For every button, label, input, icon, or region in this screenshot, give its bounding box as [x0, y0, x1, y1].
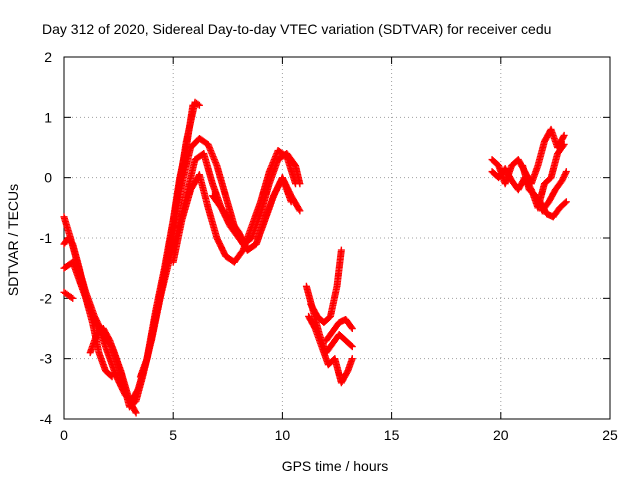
y-tick-label: -1 [40, 230, 53, 246]
data-point [561, 199, 569, 207]
data-point [287, 198, 295, 206]
series-pass-9 [209, 174, 295, 254]
data-point [292, 180, 300, 188]
data-point [347, 323, 355, 331]
series-pass-12 [307, 246, 345, 326]
data-point [562, 168, 570, 176]
x-tick-label: 15 [384, 427, 400, 443]
y-tick-label: -4 [40, 411, 53, 427]
series-pass-8 [169, 147, 300, 266]
y-tick-label: 2 [44, 49, 52, 65]
data-point [194, 100, 202, 108]
y-tick-label: 1 [44, 109, 52, 125]
data-point [559, 142, 567, 150]
x-tick-label: 20 [493, 427, 509, 443]
chart-title: Day 312 of 2020, Sidereal Day-to-day VTE… [42, 21, 551, 37]
y-tick-label: -3 [40, 351, 53, 367]
x-axis-label: GPS time / hours [282, 458, 389, 474]
data-points [60, 98, 570, 417]
series-pass-11 [305, 312, 356, 387]
data-point [348, 355, 356, 363]
y-axis-label: SDTVAR / TECUs [5, 184, 21, 296]
data-point [562, 198, 570, 206]
data-point [347, 342, 355, 350]
axis-ticks: 0 5 10 15 20 25 -4 -3 -2 -1 0 1 2 [40, 49, 618, 443]
data-point [560, 131, 568, 139]
data-point [69, 294, 77, 302]
series-pass-3 [60, 288, 77, 302]
data-point [132, 409, 140, 417]
data-point [559, 133, 567, 141]
x-tick-label: 10 [275, 427, 291, 443]
series-pass-17 [536, 198, 570, 221]
data-point [560, 140, 568, 148]
x-tick-label: 0 [60, 427, 68, 443]
x-tick-label: 25 [602, 427, 618, 443]
data-point [562, 169, 570, 177]
data-point [348, 325, 356, 332]
data-point [296, 207, 304, 215]
y-tick-label: -2 [40, 290, 53, 306]
data-point [67, 293, 75, 301]
series-pass-13 [322, 315, 356, 345]
data-point [195, 101, 203, 109]
data-point [295, 205, 303, 213]
plot-frame [63, 56, 611, 420]
x-tick-label: 5 [169, 427, 177, 443]
data-point [348, 343, 356, 351]
y-tick-label: 0 [44, 170, 52, 186]
data-point [337, 246, 345, 254]
data-point [131, 408, 139, 416]
